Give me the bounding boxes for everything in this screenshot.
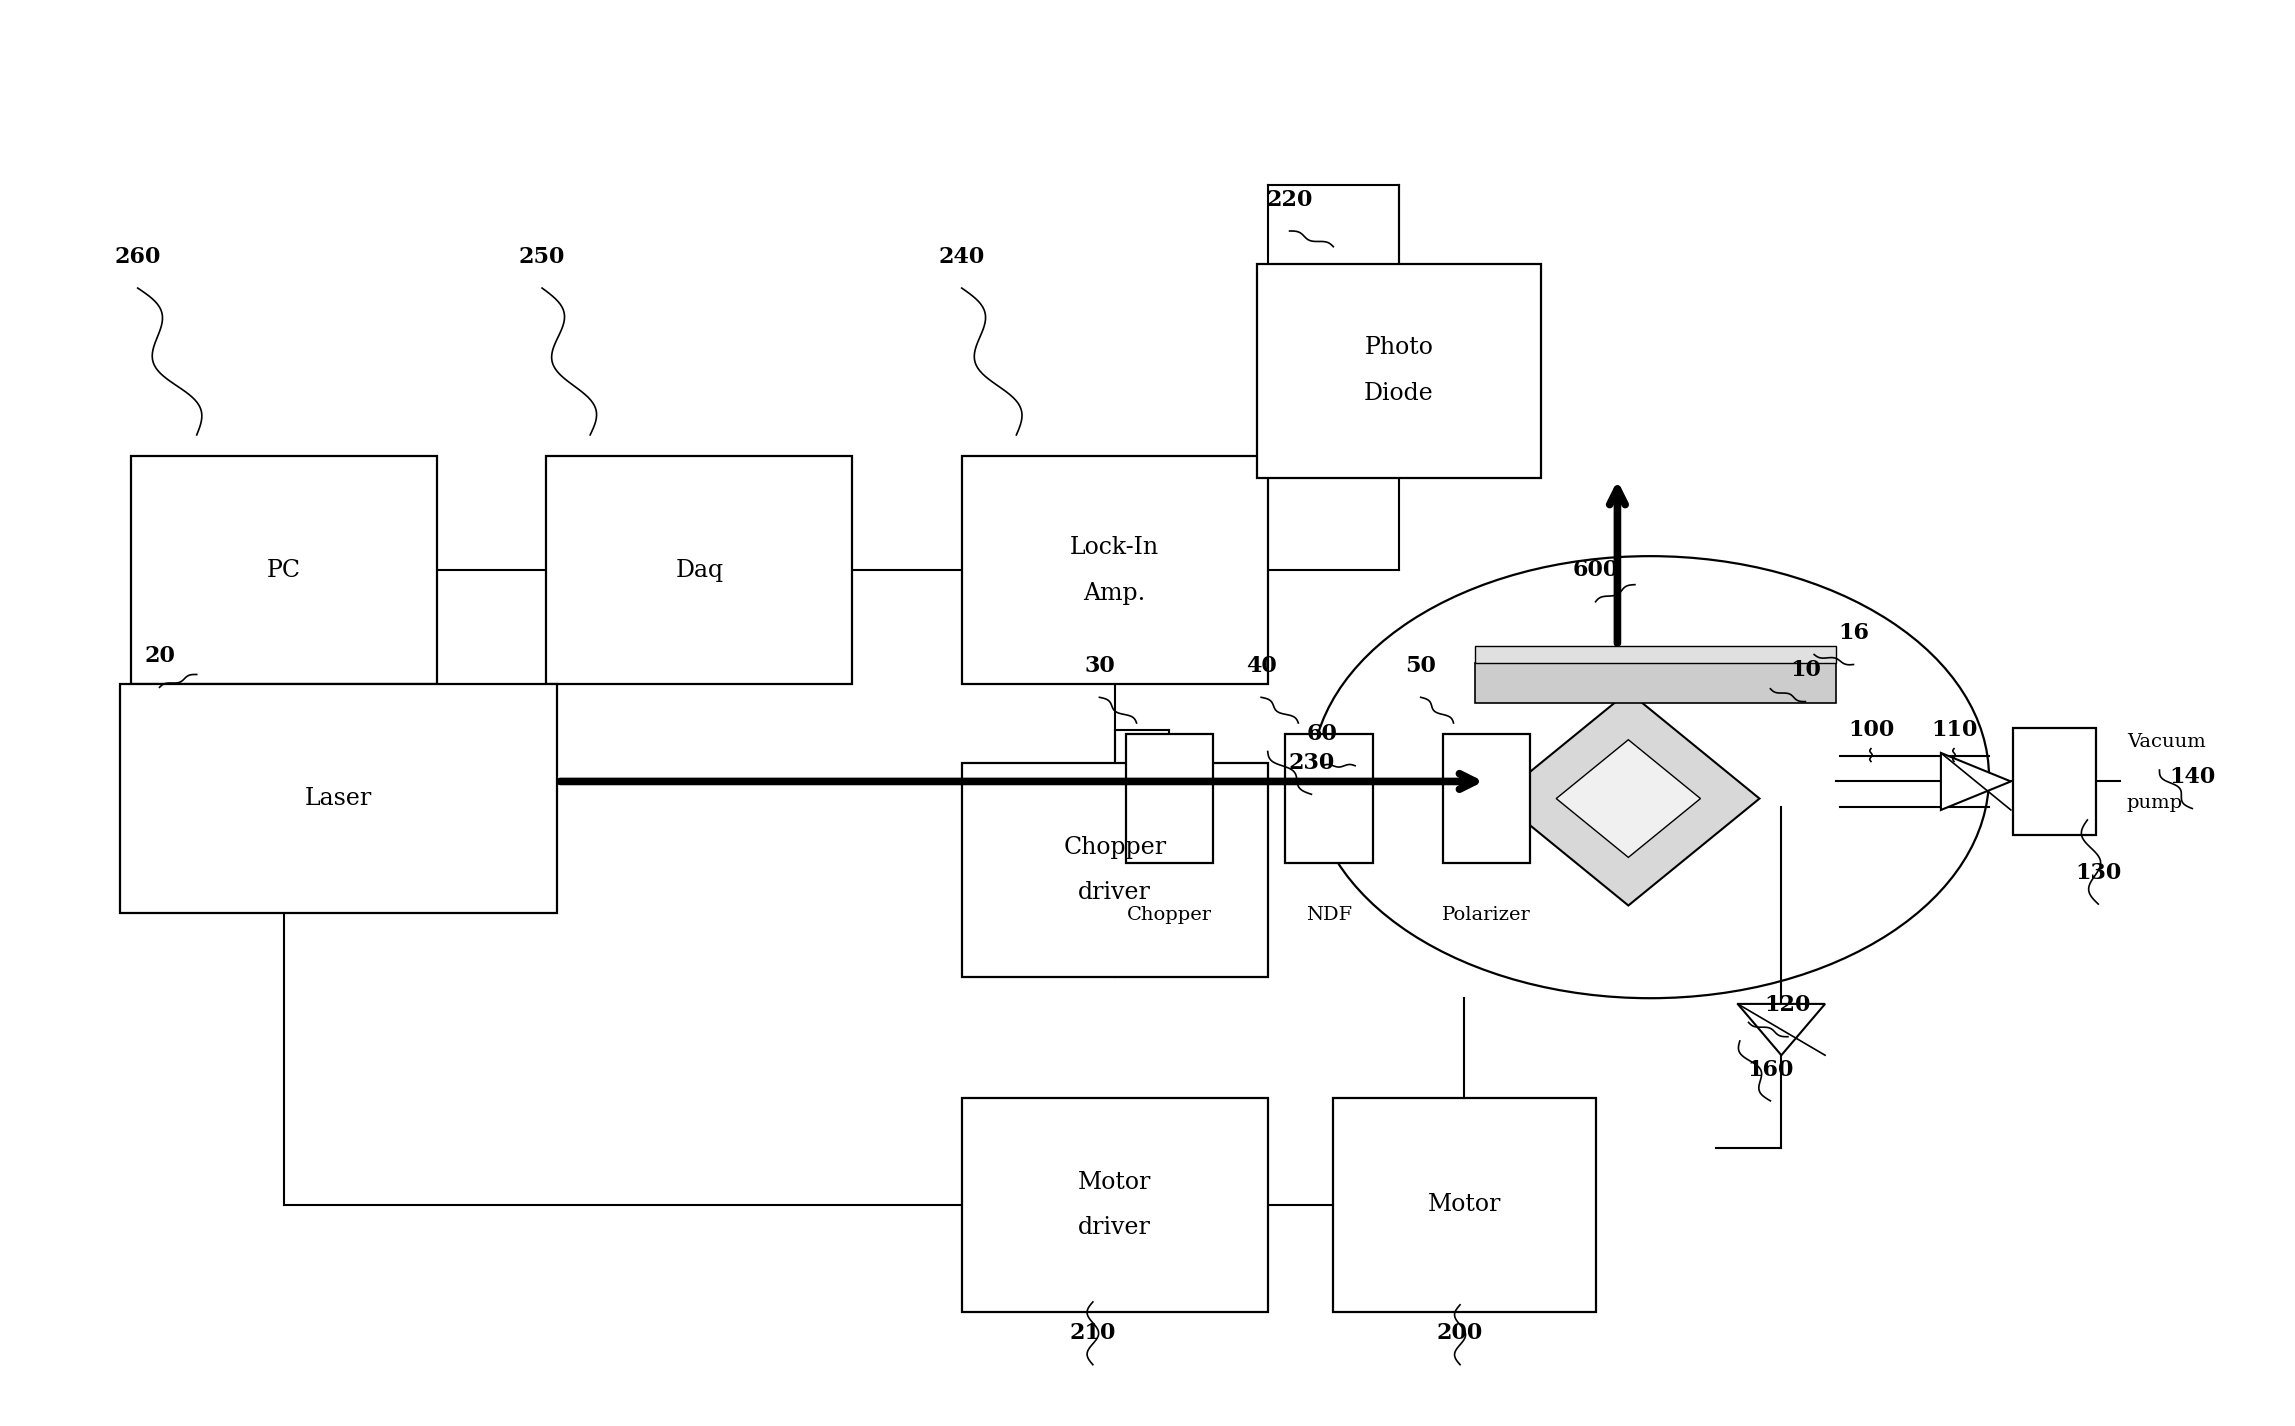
Bar — [1258, 264, 1540, 478]
Text: Diode: Diode — [1363, 382, 1434, 405]
Text: 10: 10 — [1790, 659, 1820, 682]
Text: 16: 16 — [1838, 622, 1868, 645]
Bar — [1476, 646, 1836, 663]
Text: PC: PC — [266, 559, 301, 582]
Text: 210: 210 — [1069, 1322, 1115, 1345]
Text: 600: 600 — [1572, 559, 1618, 582]
Text: 140: 140 — [2169, 766, 2215, 789]
Bar — [2013, 727, 2095, 836]
Bar — [119, 684, 558, 913]
Bar — [1285, 734, 1372, 863]
Text: 220: 220 — [1267, 188, 1313, 211]
Bar — [962, 763, 1267, 977]
Bar — [1444, 734, 1531, 863]
Bar — [546, 456, 851, 684]
Text: driver: driver — [1079, 881, 1152, 904]
Text: Lock-In: Lock-In — [1069, 536, 1159, 559]
Text: Motor: Motor — [1427, 1194, 1501, 1216]
Text: 20: 20 — [145, 645, 174, 667]
Bar — [131, 456, 436, 684]
Text: 200: 200 — [1437, 1322, 1483, 1345]
Text: Amp.: Amp. — [1083, 582, 1145, 605]
Text: Chopper: Chopper — [1127, 906, 1212, 924]
Bar — [962, 456, 1267, 684]
Text: 230: 230 — [1287, 752, 1336, 774]
Text: Motor: Motor — [1079, 1171, 1152, 1194]
Text: 120: 120 — [1765, 994, 1811, 1017]
Text: 50: 50 — [1405, 655, 1437, 677]
Text: 240: 240 — [939, 245, 985, 268]
Polygon shape — [1737, 1004, 1825, 1055]
Text: driver: driver — [1079, 1216, 1152, 1239]
Circle shape — [1310, 556, 1990, 998]
Bar — [1476, 663, 1836, 703]
Text: 160: 160 — [1746, 1058, 1795, 1081]
Text: Daq: Daq — [675, 559, 723, 582]
Text: Photo: Photo — [1366, 337, 1434, 359]
Polygon shape — [1556, 740, 1701, 857]
Text: 40: 40 — [1246, 655, 1276, 677]
Text: Laser: Laser — [305, 787, 372, 810]
Text: 130: 130 — [2075, 861, 2121, 884]
Bar — [1125, 734, 1214, 863]
Text: Chopper: Chopper — [1063, 836, 1166, 858]
Bar — [962, 1098, 1267, 1312]
Text: Vacuum: Vacuum — [2127, 733, 2205, 750]
Text: 110: 110 — [1930, 719, 1978, 742]
Text: pump: pump — [2127, 794, 2183, 811]
Text: NDF: NDF — [1306, 906, 1352, 924]
Text: 100: 100 — [1847, 719, 1893, 742]
Polygon shape — [1942, 753, 2010, 810]
Text: 250: 250 — [519, 245, 565, 268]
Text: 260: 260 — [115, 245, 161, 268]
Bar — [1333, 1098, 1595, 1312]
Polygon shape — [1496, 692, 1760, 906]
Text: Polarizer: Polarizer — [1441, 906, 1531, 924]
Text: 30: 30 — [1083, 655, 1115, 677]
Text: 60: 60 — [1306, 723, 1338, 746]
